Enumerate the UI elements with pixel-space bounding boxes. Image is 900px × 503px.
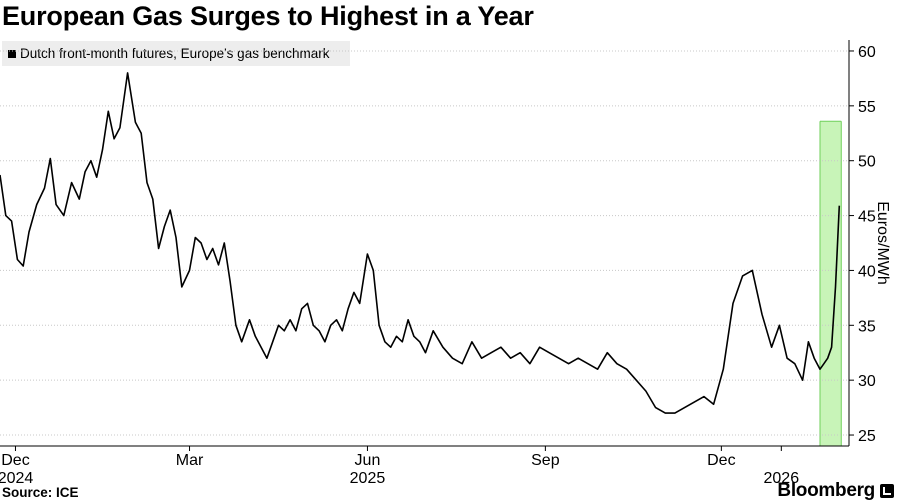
y-tick-label-50: 50 bbox=[858, 154, 876, 171]
y-tick-label-35: 35 bbox=[858, 318, 876, 335]
y-tick-label-25: 25 bbox=[858, 428, 876, 445]
brand-name: Bloomberg bbox=[777, 480, 875, 501]
x-tick-label-0: Dec bbox=[1, 452, 29, 469]
highlight-layer bbox=[819, 120, 842, 446]
x-year-label-2: 2025 bbox=[350, 470, 386, 487]
y-tick-label-40: 40 bbox=[858, 263, 876, 280]
highlight-band bbox=[819, 121, 842, 446]
grid-layer bbox=[0, 50, 849, 436]
y-axis-label: Euros/MWh bbox=[874, 201, 891, 285]
y-tick-label-55: 55 bbox=[858, 99, 876, 116]
x-tick-label-1: Mar bbox=[176, 452, 204, 469]
y-tick-label-30: 30 bbox=[858, 373, 876, 390]
x-tick-label-2: Jun bbox=[355, 452, 381, 469]
line-layer bbox=[0, 72, 841, 414]
page-title: European Gas Surges to Highest in a Year bbox=[2, 1, 534, 31]
y-tick-label-60: 60 bbox=[858, 44, 876, 61]
legend-label: Dutch front-month futures, Europe's gas … bbox=[20, 46, 330, 61]
brand-logo: Bloomberg bbox=[777, 480, 894, 502]
x-tick-label-3: Sep bbox=[531, 452, 560, 469]
y-tick-label-45: 45 bbox=[858, 209, 876, 226]
x-year-label-0: 2024 bbox=[0, 470, 33, 487]
legend-swatch bbox=[8, 49, 16, 58]
source-note: Source: ICE bbox=[2, 485, 79, 500]
x-year-label-5: 2026 bbox=[764, 470, 800, 487]
x-tick-label-4: Dec bbox=[707, 452, 735, 469]
series-line-0 bbox=[0, 72, 841, 414]
legend: Dutch front-month futures, Europe's gas … bbox=[2, 41, 350, 66]
bloomberg-terminal-icon bbox=[880, 484, 894, 498]
